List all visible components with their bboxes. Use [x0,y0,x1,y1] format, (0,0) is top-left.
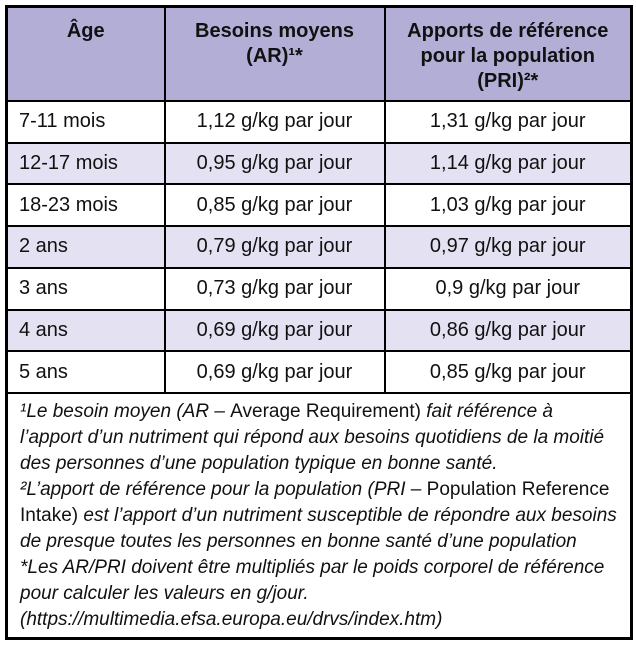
age-cell: 3 ans [5,266,166,311]
footnote-multiplication-note: *Les AR/PRI doivent être multipliés par … [20,555,618,607]
age-cell: 2 ans [5,225,166,269]
table-footnotes: ¹Le besoin moyen (AR – Average Requireme… [5,392,633,640]
col-header-age: Âge [5,5,166,102]
table-row: 4 ans 0,69 g/kg par jour 0,86 g/kg par j… [5,308,633,353]
table-header: Âge Besoins moyens (AR)¹* Apports de réf… [5,5,633,102]
ar-cell: 0,69 g/kg par jour [163,308,386,353]
table-row: 5 ans 0,69 g/kg par jour 0,85 g/kg par j… [5,350,633,394]
pri-cell: 0,9 g/kg par jour [383,266,633,311]
age-cell: 5 ans [5,350,166,394]
pri-cell: 0,86 g/kg par jour [383,308,633,353]
table-row: 2 ans 0,79 g/kg par jour 0,97 g/kg par j… [5,225,633,269]
ar-cell: 1,12 g/kg par jour [163,100,386,144]
ar-cell: 0,85 g/kg par jour [163,183,386,228]
ar-cell: 0,73 g/kg par jour [163,266,386,311]
footnote-row: ¹Le besoin moyen (AR – Average Requireme… [5,392,633,640]
age-cell: 12-17 mois [5,141,166,186]
footnote-ar-definition: ¹Le besoin moyen (AR – Average Requireme… [20,399,618,477]
footnote-text: Average Requirement) [230,401,421,422]
pri-cell: 1,14 g/kg par jour [383,141,633,186]
source-url-text: (https://multimedia.efsa.europa.eu/drvs/… [20,609,443,630]
age-cell: 4 ans [5,308,166,353]
table-row: 7-11 mois 1,12 g/kg par jour 1,31 g/kg p… [5,100,633,144]
pri-cell: 0,97 g/kg par jour [383,225,633,269]
pri-cell: 0,85 g/kg par jour [383,350,633,394]
header-row: Âge Besoins moyens (AR)¹* Apports de réf… [5,5,633,102]
footnote-pri-definition: ²L’apport de référence pour la populatio… [20,477,618,555]
nutrition-reference-table: Âge Besoins moyens (AR)¹* Apports de réf… [5,5,633,640]
footnote-cell: ¹Le besoin moyen (AR – Average Requireme… [5,392,633,640]
table-row: 12-17 mois 0,95 g/kg par jour 1,14 g/kg … [5,141,633,186]
footnote-text: est l’apport d’un nutriment susceptible … [20,505,617,552]
age-cell: 7-11 mois [5,100,166,144]
footnote-text: ¹Le besoin moyen (AR – [20,401,231,422]
table-body: 7-11 mois 1,12 g/kg par jour 1,31 g/kg p… [5,100,633,394]
pri-cell: 1,31 g/kg par jour [383,100,633,144]
footnote-source-url: (https://multimedia.efsa.europa.eu/drvs/… [20,607,618,633]
ar-cell: 0,69 g/kg par jour [163,350,386,394]
footnote-text: ²L’apport de référence pour la populatio… [20,479,427,500]
col-header-apports-reference: Apports de référence pour la population … [383,5,633,102]
ar-cell: 0,95 g/kg par jour [163,141,386,186]
col-header-besoins-moyens: Besoins moyens (AR)¹* [163,5,386,102]
footnote-text: *Les AR/PRI doivent être multipliés par … [20,557,605,604]
footnote-text: fait référence à l’apport d’un nutriment… [20,401,605,474]
table-row: 3 ans 0,73 g/kg par jour 0,9 g/kg par jo… [5,266,633,311]
table-row: 18-23 mois 0,85 g/kg par jour 1,03 g/kg … [5,183,633,228]
ar-cell: 0,79 g/kg par jour [163,225,386,269]
footnote-text: Population Reference Intake) [20,479,610,526]
age-cell: 18-23 mois [5,183,166,228]
pri-cell: 1,03 g/kg par jour [383,183,633,228]
